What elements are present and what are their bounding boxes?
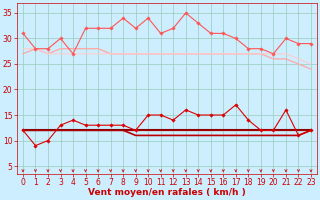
X-axis label: Vent moyen/en rafales ( km/h ): Vent moyen/en rafales ( km/h ) xyxy=(88,188,246,197)
